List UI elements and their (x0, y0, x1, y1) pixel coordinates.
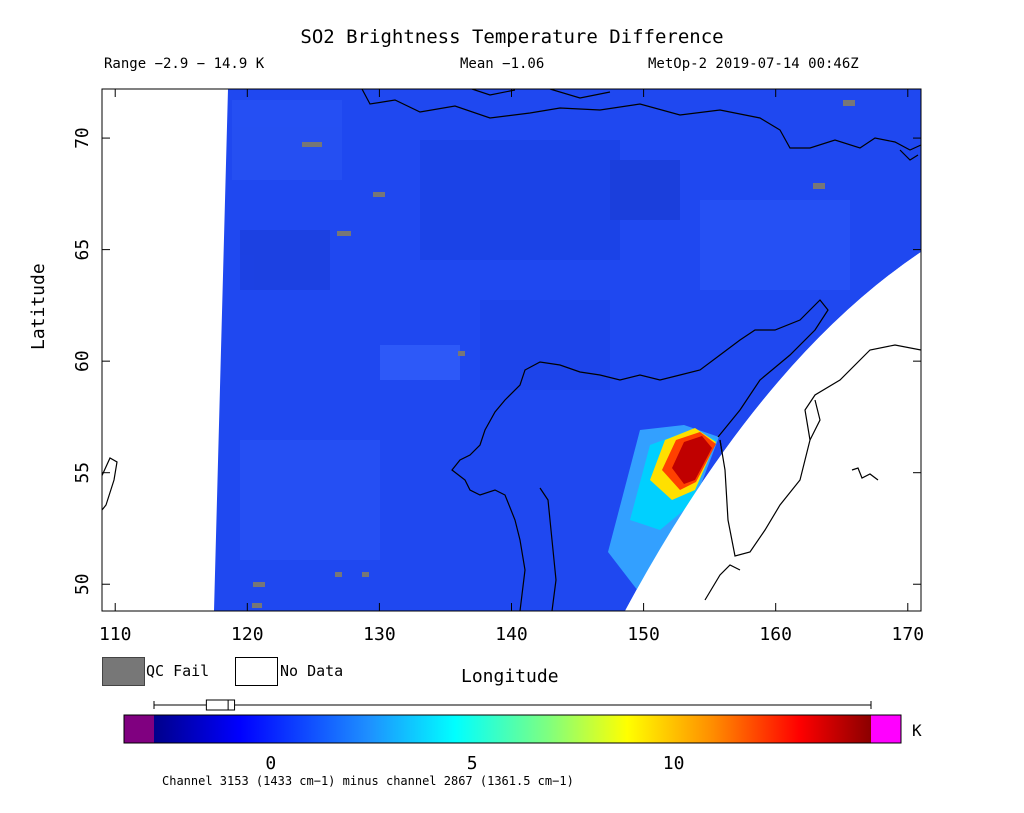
x-tick-label: 170 (892, 624, 925, 645)
x-tick-marks (114, 89, 909, 611)
colorbar-unit: K (912, 721, 922, 740)
range-text: Range −2.9 − 14.9 K (104, 56, 265, 72)
map-area (102, 89, 921, 611)
x-axis-label: Longitude (461, 666, 559, 687)
colorbar (123, 699, 902, 744)
x-tick-label: 110 (99, 624, 132, 645)
y-tick-label: 55 (72, 462, 93, 484)
colorbar-tick-labels: 0 5 10 (265, 753, 684, 774)
channel-footnote: Channel 3153 (1433 cm−1) minus channel 2… (162, 774, 574, 788)
colorbar-gradient (154, 715, 871, 743)
satellite-time-text: MetOp-2 2019-07-14 00:46Z (648, 56, 859, 72)
colorbar-above-range (871, 715, 901, 743)
x-tick-label: 160 (759, 624, 792, 645)
y-tick-label: 65 (72, 239, 93, 261)
y-axis-label: Latitude (28, 263, 49, 350)
colorbar-tick-label: 10 (663, 753, 685, 774)
no-data-swatch (235, 657, 278, 686)
colorbar-box (205, 699, 236, 711)
y-tick-label: 70 (72, 127, 93, 149)
kamchatka-coast (704, 344, 921, 601)
no-data-label: No Data (280, 662, 344, 680)
no-data-east (625, 252, 921, 611)
y-tick-labels: 50 55 60 65 70 (72, 127, 93, 595)
y-tick-label: 50 (72, 573, 93, 595)
qc-fail-label: QC Fail (146, 662, 210, 680)
x-tick-label: 150 (627, 624, 660, 645)
y-tick-label: 60 (72, 350, 93, 372)
swath-texture (232, 100, 850, 560)
x-tick-label: 140 (495, 624, 528, 645)
y-tick-marks (102, 137, 921, 585)
x-tick-labels: 110 120 130 140 150 160 170 (99, 624, 924, 645)
colorbar-below-range (124, 715, 154, 743)
colorbar-tick-label: 5 (467, 753, 478, 774)
qc-fail-pixels (252, 100, 855, 608)
colorbar-frame (123, 714, 902, 744)
colorbar-tick-label: 0 (265, 753, 276, 774)
plot-title: SO2 Brightness Temperature Difference (300, 26, 724, 48)
x-tick-label: 120 (231, 624, 264, 645)
mean-text: Mean −1.06 (460, 56, 545, 72)
x-tick-label: 130 (363, 624, 396, 645)
so2-plume (608, 425, 719, 600)
qc-fail-swatch (102, 657, 145, 686)
